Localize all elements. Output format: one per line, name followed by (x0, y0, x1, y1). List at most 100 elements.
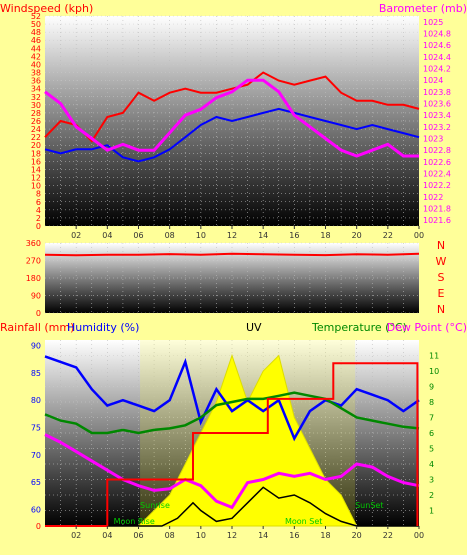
x-tick-label: 04 (102, 231, 112, 240)
temperature-tick-label: 3 (429, 476, 434, 485)
windspeed-tick-label: 4 (36, 206, 41, 215)
windspeed-tick-label: 48 (31, 28, 41, 37)
humidity-tick-label: 60 (31, 506, 41, 515)
barometer-axis-label: Barometer (mb) (379, 2, 467, 15)
temperature-tick-label: 8 (429, 398, 434, 407)
windspeed-tick-label: 52 (31, 12, 41, 21)
barometer-tick-label: 1022.4 (423, 170, 451, 179)
x-tick-label: 04 (102, 531, 112, 540)
x-tick-label: 18 (320, 531, 330, 540)
x-tick-label: 12 (227, 531, 237, 540)
x-tick-label: 22 (383, 231, 393, 240)
x-tick-label: 00 (414, 531, 424, 540)
windspeed-tick-label: 44 (31, 44, 41, 53)
moonset-annotation: Moon Set (285, 517, 322, 526)
dewpoint-axis-label: Dew Point (°C) (387, 321, 467, 334)
x-tick-label: 16 (289, 231, 299, 240)
x-tick-label: 08 (165, 531, 175, 540)
windspeed-tick-label: 42 (31, 52, 41, 61)
wind-direction-tick-label: 360 (26, 239, 41, 248)
windspeed-tick-label: 50 (31, 20, 41, 29)
barometer-tick-label: 1023.8 (423, 88, 451, 97)
sunrise-annotation: Sunrise (140, 501, 170, 510)
windspeed-tick-label: 38 (31, 69, 41, 78)
humidity-tick-label: 80 (31, 396, 41, 405)
windspeed-tick-label: 46 (31, 36, 41, 45)
humidity-tick-label: 90 (31, 341, 41, 350)
compass-label: N (437, 303, 445, 316)
temperature-tick-label: 4 (429, 460, 434, 469)
x-tick-label: 00 (414, 231, 424, 240)
windspeed-tick-label: 30 (31, 101, 41, 110)
windspeed-tick-label: 12 (31, 174, 41, 183)
x-tick-label: 08 (165, 231, 175, 240)
moonrise-annotation: Moon Rise (114, 517, 155, 526)
barometer-line (44, 78, 419, 158)
compass-label: S (438, 271, 445, 284)
dewpoint-line (44, 433, 420, 510)
barometer-tick-label: 1024.2 (423, 65, 451, 74)
barometer-tick-label: 1021.6 (423, 216, 451, 225)
wind-baro-x-ticks: 02 04 06 08 10 12 14 16 18 20 22 00 (71, 226, 424, 240)
windspeed-axis-label: Windspeed (kph) (0, 2, 93, 15)
windspeed-tick-label: 28 (31, 109, 41, 118)
humidity-tick-label: 75 (31, 424, 41, 433)
windspeed-ticks: 0246810121416182022242628303234363840424… (31, 12, 41, 231)
windspeed-tick-label: 8 (36, 190, 41, 199)
x-tick-label: 22 (383, 531, 393, 540)
x-tick-label: 02 (71, 531, 81, 540)
x-tick-label: 20 (352, 531, 362, 540)
temp-x-ticks: 02 04 06 08 10 12 14 16 18 20 22 00 (71, 526, 424, 540)
sun-moon-annotations: Sunrise Moon Rise Moon Set SunSet (114, 501, 384, 526)
temperature-ticks: 1 2 3 4 5 6 7 8 9 10 11 (429, 352, 439, 516)
wind-baro-panel: 0246810121416182022242628303234363840424… (0, 2, 467, 240)
wind-direction-tick-label: 270 (26, 257, 41, 266)
wind-direction-series (44, 252, 420, 257)
humidity-tick-label: 70 (31, 451, 41, 460)
wind-baro-series (44, 71, 420, 163)
windspeed-tick-label: 18 (31, 149, 41, 158)
windspeed-tick-label: 36 (31, 77, 41, 86)
temperature-tick-label: 9 (429, 383, 434, 392)
temperature-tick-label: 10 (429, 367, 439, 376)
uv-area (45, 353, 419, 527)
windspeed-tick-label: 22 (31, 133, 41, 142)
windspeed-tick-label: 10 (31, 182, 41, 191)
x-tick-label: 14 (258, 231, 268, 240)
windspeed-tick-label: 32 (31, 93, 41, 102)
windspeed-tick-label: 2 (36, 214, 41, 223)
x-tick-label: 14 (258, 531, 268, 540)
barometer-tick-label: 1024.4 (423, 53, 451, 62)
windspeed-average-line (44, 107, 420, 163)
windspeed-tick-label: 26 (31, 117, 41, 126)
temperature-tick-label: 2 (429, 491, 434, 500)
barometer-tick-label: 1025 (423, 18, 443, 27)
temp-series (44, 340, 420, 527)
barometer-tick-label: 1022 (423, 193, 443, 202)
windspeed-tick-label: 6 (36, 198, 41, 207)
compass-label: N (437, 239, 445, 252)
temperature-tick-label: 6 (429, 429, 434, 438)
uv-axis-label: UV (246, 321, 262, 334)
barometer-tick-label: 1022.2 (423, 181, 451, 190)
x-tick-label: 10 (196, 231, 206, 240)
sunset-annotation: SunSet (355, 501, 383, 510)
windspeed-tick-label: 24 (31, 125, 41, 134)
wind-direction-tick-label: 0 (36, 309, 41, 318)
wind-direction-line (44, 252, 420, 257)
temperature-tick-label: 7 (429, 414, 434, 423)
wind-direction-ticks: 0 90 180 270 360 (26, 239, 41, 318)
barometer-tick-label: 1024 (423, 76, 443, 85)
windspeed-tick-label: 16 (31, 157, 41, 166)
barometer-tick-label: 1023.6 (423, 100, 451, 109)
windspeed-tick-label: 0 (36, 222, 41, 231)
x-tick-label: 06 (133, 231, 143, 240)
barometer-tick-label: 1023 (423, 135, 443, 144)
humidity-tick-label: 65 (31, 478, 41, 487)
temperature-tick-label: 1 (429, 507, 434, 516)
temperature-line (44, 391, 420, 435)
